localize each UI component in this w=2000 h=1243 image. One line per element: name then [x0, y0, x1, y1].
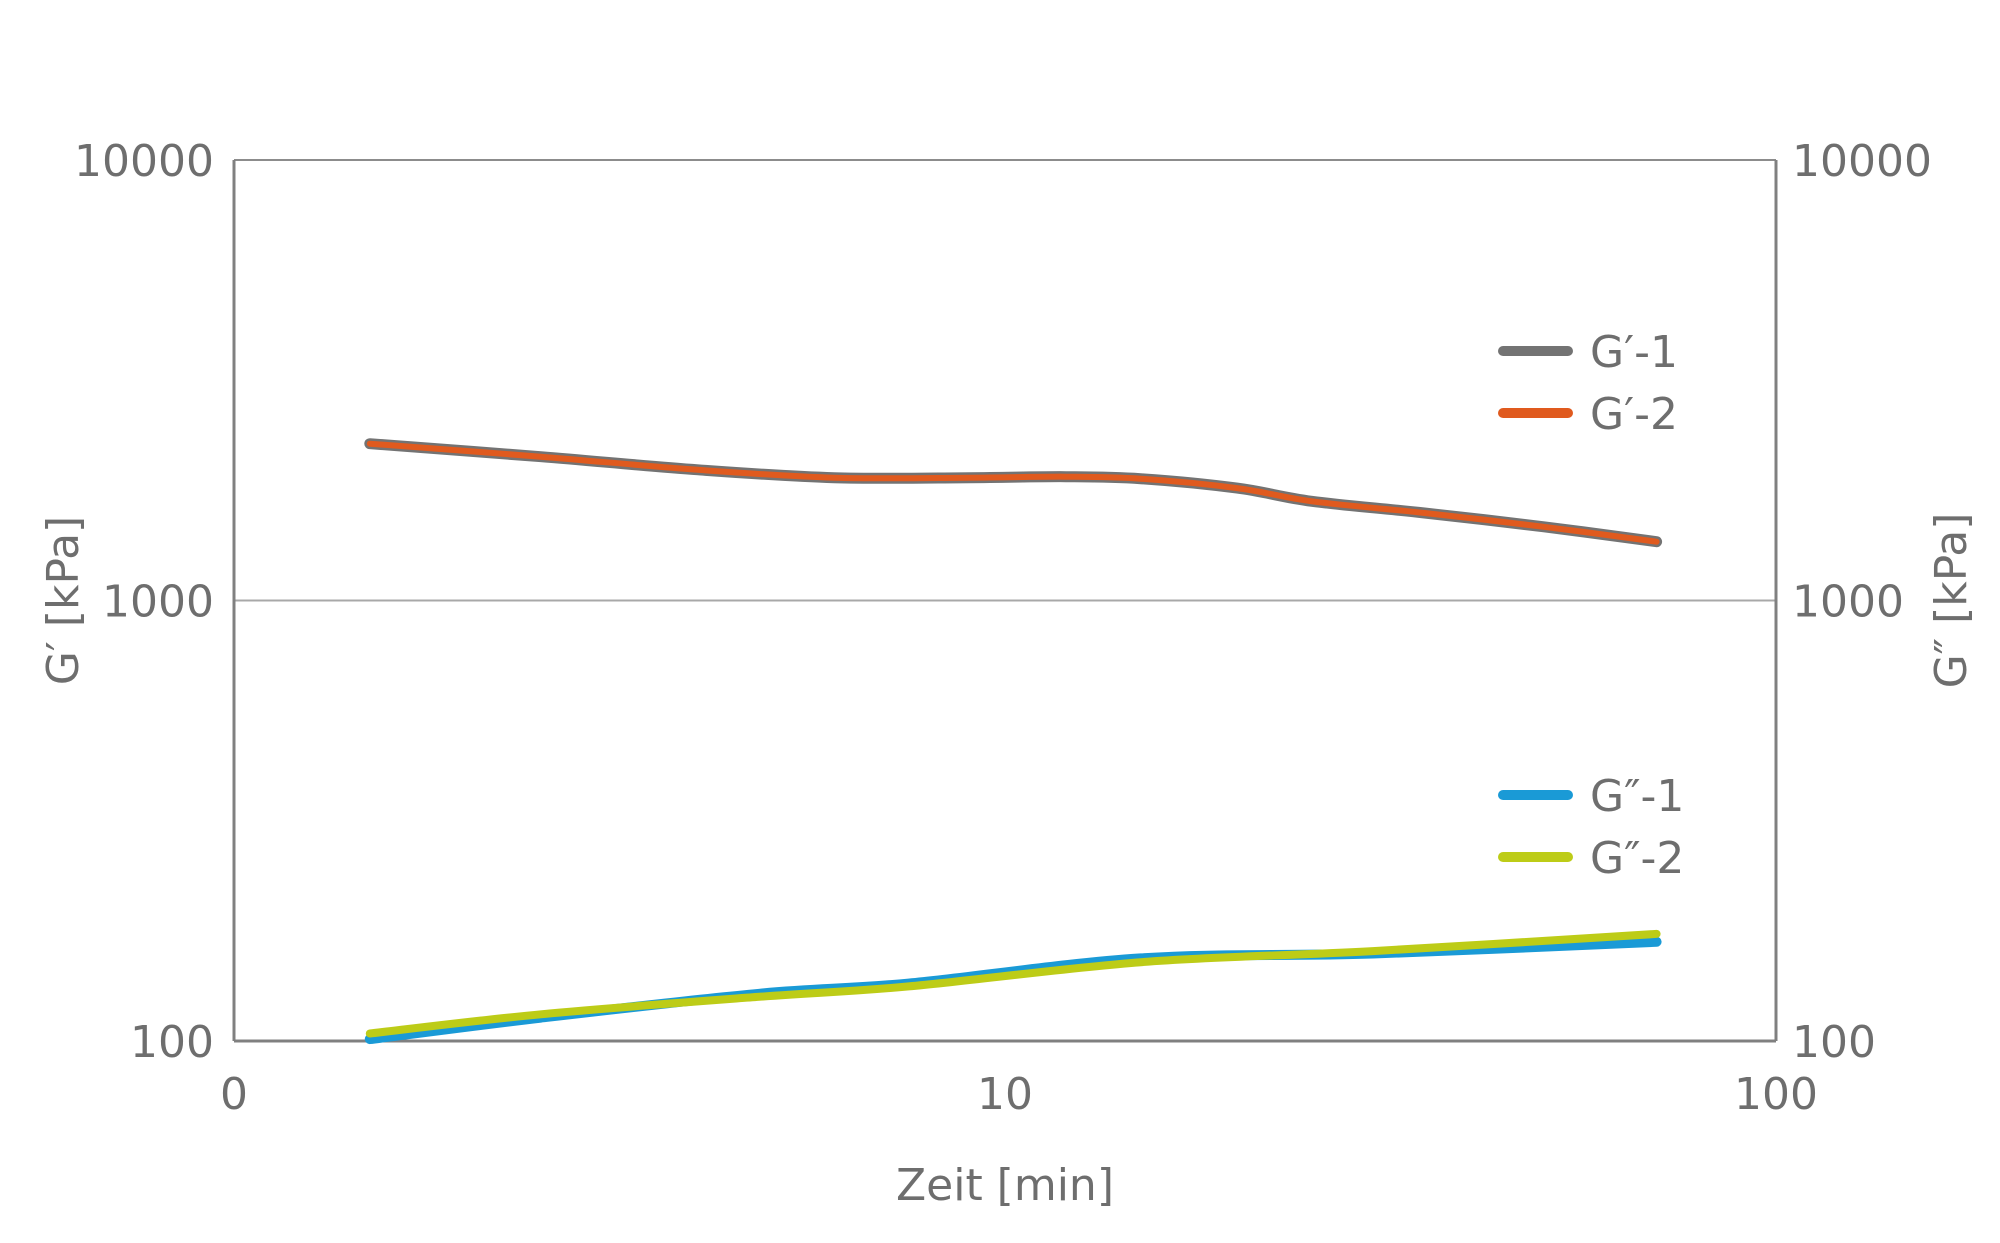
x-tick-label: 10 — [977, 1069, 1033, 1120]
series-line-4 — [365, 929, 1661, 1038]
y-tick-label-right: 10000 — [1792, 136, 1932, 187]
x-tick-label: 0 — [220, 1069, 248, 1120]
legend-label-1: G′-1 — [1590, 327, 1678, 378]
x-tick-label: 100 — [1734, 1069, 1818, 1120]
y-tick-label-left: 10000 — [74, 136, 214, 187]
series-layer — [364, 438, 1663, 1045]
y-tick-label-left: 1000 — [102, 577, 214, 628]
y-tick-label-left: 100 — [130, 1017, 214, 1068]
x-axis-title: Zeit [min] — [896, 1160, 1114, 1211]
legend-label-4: G″-2 — [1590, 833, 1684, 884]
legend-label-2: G′-2 — [1590, 389, 1678, 440]
y-axis-title-left: G′ [kPa] — [38, 516, 89, 685]
y-tick-label-right: 100 — [1792, 1017, 1876, 1068]
series-line-3 — [364, 936, 1662, 1045]
legend-label-3: G″-1 — [1590, 771, 1684, 822]
series-line-2 — [366, 440, 1660, 545]
y-axis-title-right: G″ [kPa] — [1926, 513, 1977, 689]
y-tick-label-right: 1000 — [1792, 577, 1904, 628]
legend: G′-1 G′-2 G″-1 G″-2 — [1498, 327, 1684, 884]
